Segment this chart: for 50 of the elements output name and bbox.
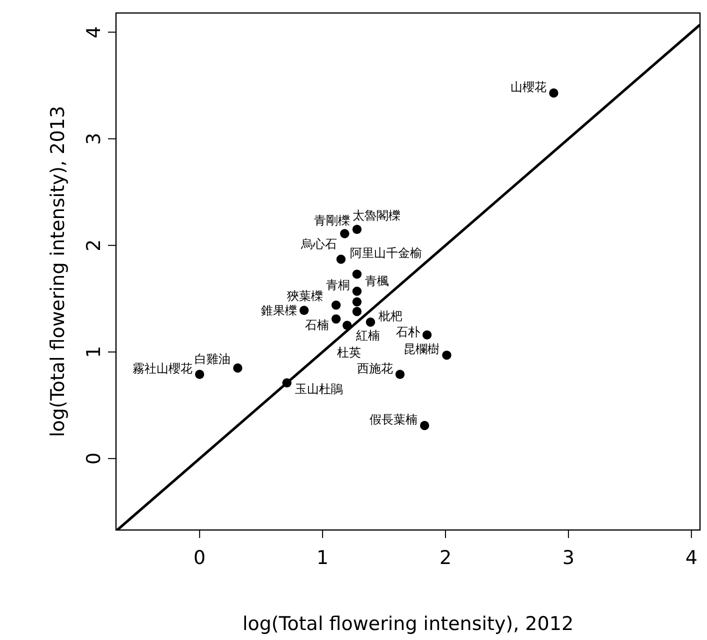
annotation: 石朴 <box>396 324 420 339</box>
y-tick-label: 3 <box>83 132 105 145</box>
x-tick-label: 4 <box>685 547 698 569</box>
annotation: 錐果櫟 <box>261 303 298 318</box>
annotation: 昆欄樹 <box>404 342 440 356</box>
point <box>420 420 430 430</box>
annotation: 紅楠 <box>356 328 380 342</box>
annotation: 白雞油 <box>194 352 231 366</box>
point <box>233 363 242 373</box>
point <box>442 350 452 360</box>
annotation: 枇杷 <box>378 309 402 324</box>
point <box>422 330 432 340</box>
y-axis-title: log(Total flowering intensity), 2013 <box>47 106 69 438</box>
point <box>352 224 362 234</box>
x-axis-title: log(Total flowering intensity), 2012 <box>242 613 574 635</box>
annotation: 石楠 <box>305 318 330 332</box>
annotation: 青剛櫟 <box>314 213 350 228</box>
annotation: 青楓 <box>364 274 389 288</box>
x-tick-label: 3 <box>562 547 574 569</box>
annotation: 西施花 <box>357 361 394 376</box>
point <box>352 286 362 296</box>
annotation: 狹葉櫟 <box>287 289 324 304</box>
annotation: 太魯閣櫟 <box>352 208 401 223</box>
x-tick-label: 2 <box>439 547 452 569</box>
point <box>366 318 376 327</box>
annotation: 杜英 <box>337 345 362 360</box>
point <box>549 88 558 98</box>
annotation: 烏心石 <box>300 237 337 252</box>
annotation: 玉山杜鵑 <box>294 382 343 396</box>
point <box>352 306 362 316</box>
point <box>195 370 204 379</box>
point <box>352 297 362 306</box>
x-tick-label: 1 <box>316 547 329 569</box>
y-tick-label: 2 <box>83 239 105 252</box>
point <box>331 300 341 310</box>
y-tick-label: 0 <box>83 452 105 465</box>
point <box>340 229 350 238</box>
point <box>395 370 405 379</box>
annotation: 青桐 <box>326 278 350 292</box>
annotation: 假長葉楠 <box>370 412 418 427</box>
point <box>300 306 309 316</box>
point <box>336 254 346 264</box>
point <box>352 270 362 279</box>
x-tick-label: 0 <box>194 547 206 569</box>
y-tick-label: 1 <box>83 346 105 358</box>
point <box>331 314 341 324</box>
annotation: 霧社山櫻花 <box>132 361 193 376</box>
annotation: 山櫻花 <box>510 80 547 94</box>
annotation: 阿里山千金榆 <box>350 246 422 260</box>
y-tick-label: 4 <box>83 26 105 38</box>
